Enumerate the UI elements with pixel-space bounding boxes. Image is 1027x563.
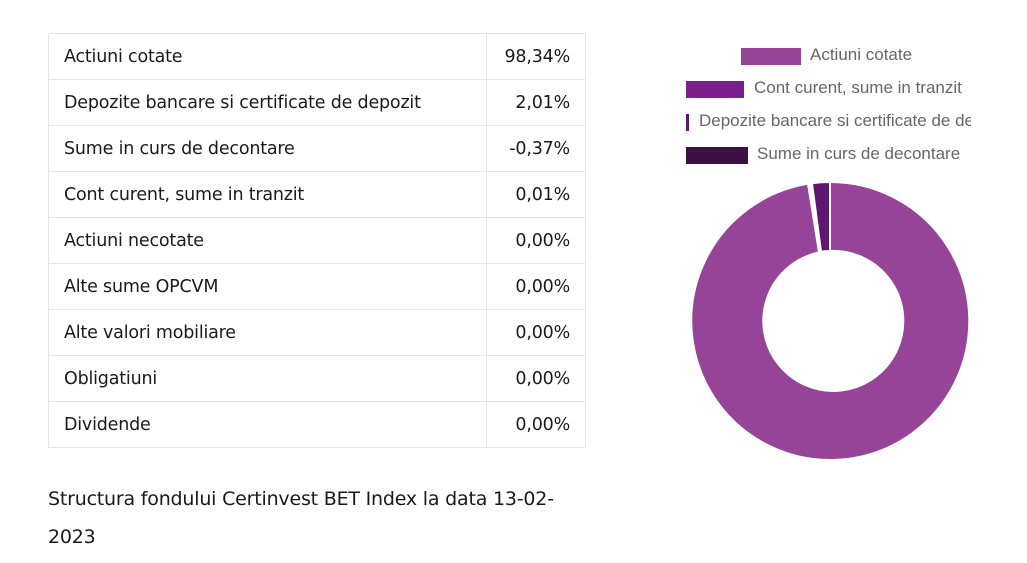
fund-structure-caption: Structura fondului Certinvest BET Index … — [48, 488, 554, 548]
asset-label: Alte valori mobiliare — [48, 309, 487, 356]
asset-label: Sume in curs de decontare — [48, 125, 487, 172]
asset-value: 0,00% — [486, 217, 586, 264]
table-row: Alte sume OPCVM 0,00% — [48, 263, 586, 310]
asset-label: Dividende — [48, 401, 487, 448]
asset-label: Cont curent, sume in tranzit — [48, 171, 487, 218]
asset-label: Actiuni cotate — [48, 33, 487, 80]
asset-value: 0,00% — [486, 401, 586, 448]
asset-value: 0,00% — [486, 263, 586, 310]
asset-label: Obligatiuni — [48, 355, 487, 402]
table-row: Dividende 0,00% — [48, 401, 586, 448]
asset-value: 0,00% — [486, 355, 586, 402]
table-row: Obligatiuni 0,00% — [48, 355, 586, 402]
asset-value: 98,34% — [486, 33, 586, 80]
legend-label: Depozite bancare si certificate de depoz… — [699, 111, 971, 130]
legend-item-cont-curent[interactable]: Cont curent, sume in tranzit — [686, 77, 971, 110]
legend-swatch — [741, 48, 801, 65]
table-row: Actiuni necotate 0,00% — [48, 217, 586, 264]
donut-chart — [690, 181, 970, 461]
fund-structure-table: Actiuni cotate 98,34% Depozite bancare si… — [48, 33, 586, 448]
asset-label: Actiuni necotate — [48, 217, 487, 264]
legend-item-actiuni-cotate[interactable]: Actiuni cotate — [686, 44, 971, 77]
slice-depozite[interactable] — [810, 181, 831, 253]
table-row: Sume in curs de decontare -0,37% — [48, 125, 586, 172]
asset-value: 0,01% — [486, 171, 586, 218]
table-row: Cont curent, sume in tranzit 0,01% — [48, 171, 586, 218]
legend-label: Sume in curs de decontare — [757, 144, 961, 163]
legend-label: Actiuni cotate — [810, 45, 913, 64]
legend-item-sume-decontare[interactable]: Sume in curs de decontare — [686, 143, 971, 176]
asset-label: Alte sume OPCVM — [48, 263, 487, 310]
asset-value: 0,00% — [486, 309, 586, 356]
asset-value: -0,37% — [486, 125, 586, 172]
legend-item-depozite[interactable]: Depozite bancare si certificate de depoz… — [686, 110, 971, 143]
slice-actiuni-cotate[interactable] — [690, 181, 970, 461]
legend-swatch — [686, 81, 744, 98]
chart-legend: Actiuni cotate Cont curent, sume in tran… — [686, 44, 971, 176]
table-row: Alte valori mobiliare 0,00% — [48, 309, 586, 356]
table-row: Actiuni cotate 98,34% — [48, 33, 586, 80]
legend-label: Cont curent, sume in tranzit — [754, 78, 962, 97]
legend-swatch — [686, 147, 748, 164]
table-row: Depozite bancare si certificate de depoz… — [48, 79, 586, 126]
asset-value: 2,01% — [486, 79, 586, 126]
asset-label: Depozite bancare si certificate de depoz… — [48, 79, 487, 126]
legend-swatch — [686, 114, 689, 131]
